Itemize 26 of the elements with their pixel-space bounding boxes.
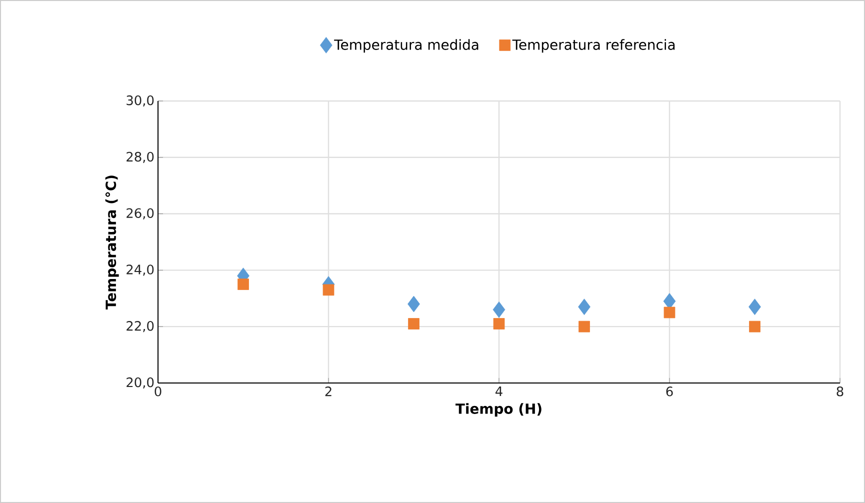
y-tick-label: 30,0	[126, 95, 154, 107]
point	[408, 296, 420, 312]
y-axis-title: Temperatura (°C)	[105, 176, 119, 310]
point	[578, 298, 590, 316]
point	[749, 320, 760, 332]
y-tick-label: 22,0	[126, 321, 154, 332]
x-tick-label: 8	[836, 386, 844, 396]
point	[664, 306, 676, 318]
point	[238, 278, 249, 290]
legend-label: Temperatura medida	[334, 39, 478, 53]
point	[748, 298, 761, 316]
legend-label: Temperatura referencia	[512, 39, 675, 53]
x-tick-label: 6	[666, 386, 673, 396]
x-tick-label: 2	[325, 386, 332, 396]
x-axis-title: Tiempo (H)	[456, 403, 542, 417]
point	[322, 284, 334, 296]
point	[493, 318, 505, 330]
x-tick-label: 4	[496, 386, 502, 396]
x-tick-label: 0	[154, 386, 162, 396]
point	[408, 318, 420, 330]
point	[578, 320, 590, 332]
y-tick-label: 20,0	[126, 377, 154, 389]
y-tick-label: 26,0	[126, 208, 154, 220]
y-tick-label: 28,0	[126, 152, 154, 163]
point	[492, 301, 506, 318]
y-tick-label: 24,0	[126, 264, 154, 276]
